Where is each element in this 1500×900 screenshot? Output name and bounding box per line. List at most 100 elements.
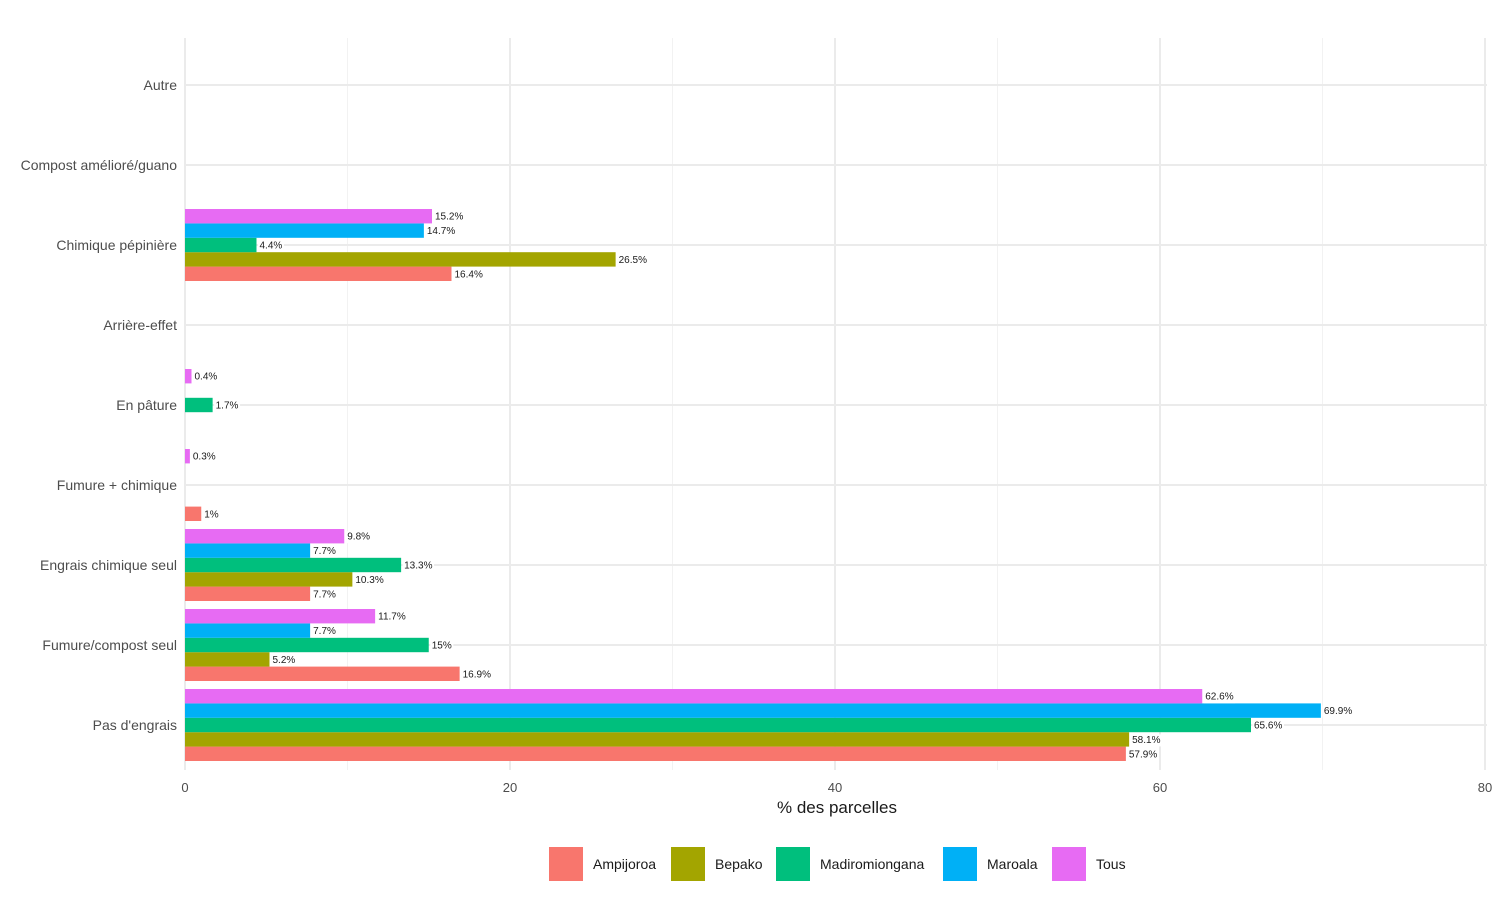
category-label: Pas d'engrais (93, 717, 177, 733)
data-label: 11.7% (378, 612, 406, 623)
data-label: 0.3% (193, 452, 216, 463)
bar-tous-pas-d-engrais (185, 689, 1203, 704)
legend-key (671, 847, 705, 881)
legend: Ampijoroa Bepako Madiromiongana Maroala Tous (549, 847, 1126, 881)
category-axis: Autre Compost amélioré/guano Chimique pépi… (21, 77, 178, 733)
legend-key (943, 847, 977, 881)
legend-label: Maroala (987, 856, 1038, 872)
data-label-background (402, 560, 435, 572)
x-tick-label: 60 (1153, 780, 1167, 795)
legend-item-ampijoroa: Ampijoroa (549, 847, 656, 881)
data-label-background (345, 531, 372, 544)
bar-maroala-pas-d-engrais (185, 703, 1321, 718)
data-label: 9.8% (347, 532, 370, 543)
bars: 16.4% 26.5% 4.4% 14.7% 15.2% 1.7% 0.4% 1% 0.3% 7.… (185, 209, 1354, 761)
data-label: 62.6% (1205, 692, 1233, 703)
data-label-background (1130, 734, 1163, 747)
data-label: 65.6% (1254, 721, 1282, 732)
data-label: 4.4% (260, 241, 283, 252)
x-axis-title: % des parcelles (777, 798, 897, 817)
bar-tous-engrais-chimique-seul (185, 529, 345, 544)
bar-bepako-fumure-compost-seul (185, 652, 270, 667)
bar-madiromiongana-pas-d-engrais (185, 717, 1251, 733)
data-label: 26.5% (619, 255, 647, 266)
bar-bepako-pas-d-engrais (185, 732, 1130, 747)
data-label-background (617, 254, 649, 267)
data-label-background (191, 451, 218, 464)
data-label: 16.4% (455, 269, 483, 280)
bar-madiromiongana-fumure-compost-seul (185, 637, 429, 653)
bar-tous-chimique-pepiniere (185, 209, 432, 224)
bar-maroala-chimique-pepiniere (185, 223, 424, 238)
category-label: Fumure/compost seul (42, 637, 177, 653)
bar-maroala-fumure-compost-seul (185, 623, 311, 638)
data-label: 5.2% (273, 655, 296, 666)
data-label-background (376, 611, 408, 624)
gridlines (184, 38, 1487, 770)
x-tick-label: 80 (1478, 780, 1492, 795)
bar-madiromiongana-engrais-chimique-seul (185, 557, 402, 573)
data-label: 7.7% (313, 626, 336, 637)
legend-item-bepako: Bepako (671, 847, 763, 881)
data-label-background (258, 240, 284, 252)
bar-tous-en-pature (185, 369, 192, 384)
data-label-background (1127, 748, 1159, 761)
data-label-background (271, 654, 297, 667)
data-label: 14.7% (427, 226, 455, 237)
data-label-background (202, 508, 221, 521)
legend-item-tous: Tous (1052, 847, 1126, 881)
category-label: Arrière-effet (103, 317, 177, 333)
x-tick-label: 20 (503, 780, 517, 795)
bar-maroala-engrais-chimique-seul (185, 543, 311, 558)
data-label-background (214, 400, 241, 412)
legend-label: Ampijoroa (593, 856, 656, 872)
bar-ampijoroa-engrais-chimique-seul (185, 586, 311, 601)
data-label: 16.9% (463, 669, 491, 680)
data-label-background (311, 588, 338, 601)
data-label-background (433, 211, 465, 224)
x-tick-label: 0 (181, 780, 188, 795)
legend-label: Bepako (715, 856, 763, 872)
data-label-background (311, 625, 338, 638)
legend-key (1052, 847, 1086, 881)
bar-ampijoroa-fumure-chimique (185, 506, 202, 521)
data-label-background (353, 574, 386, 587)
data-label: 15% (432, 641, 452, 652)
data-label: 0.4% (195, 372, 218, 383)
data-label: 7.7% (313, 589, 336, 600)
data-label-background (453, 268, 485, 281)
data-label-background (311, 545, 338, 558)
bar-bepako-engrais-chimique-seul (185, 572, 353, 587)
bar-madiromiongana-chimique-pepiniere (185, 237, 257, 253)
legend-key (776, 847, 810, 881)
category-label: Chimique pépinière (56, 237, 177, 253)
data-label-background (425, 225, 457, 238)
data-label-background (1252, 720, 1284, 732)
data-label-background (1203, 691, 1236, 704)
legend-item-madiromiongana: Madiromiongana (776, 847, 924, 881)
category-label: Autre (144, 77, 178, 93)
bar-ampijoroa-fumure-compost-seul (185, 666, 460, 681)
data-label: 57.9% (1129, 749, 1157, 760)
data-label: 15.2% (435, 212, 463, 223)
bar-ampijoroa-chimique-pepiniere (185, 266, 452, 281)
data-label: 69.9% (1324, 706, 1352, 717)
legend-label: Tous (1096, 856, 1126, 872)
data-label: 7.7% (313, 546, 336, 557)
category-label: Fumure + chimique (57, 477, 177, 493)
value-axis: 0 20 40 60 80 (181, 780, 1492, 795)
data-label: 1.7% (216, 401, 239, 412)
legend-item-maroala: Maroala (943, 847, 1038, 881)
legend-label: Madiromiongana (820, 856, 924, 872)
bar-tous-fumure-chimique (185, 449, 190, 464)
bar-ampijoroa-pas-d-engrais (185, 746, 1126, 761)
bar-madiromiongana-en-pature (185, 397, 213, 413)
category-label: Compost amélioré/guano (21, 157, 178, 173)
data-label-background (1322, 705, 1354, 718)
data-label: 13.3% (404, 561, 432, 572)
data-label-background (430, 640, 454, 652)
x-tick-label: 40 (828, 780, 842, 795)
category-label: En pâture (116, 397, 177, 413)
legend-key (549, 847, 583, 881)
